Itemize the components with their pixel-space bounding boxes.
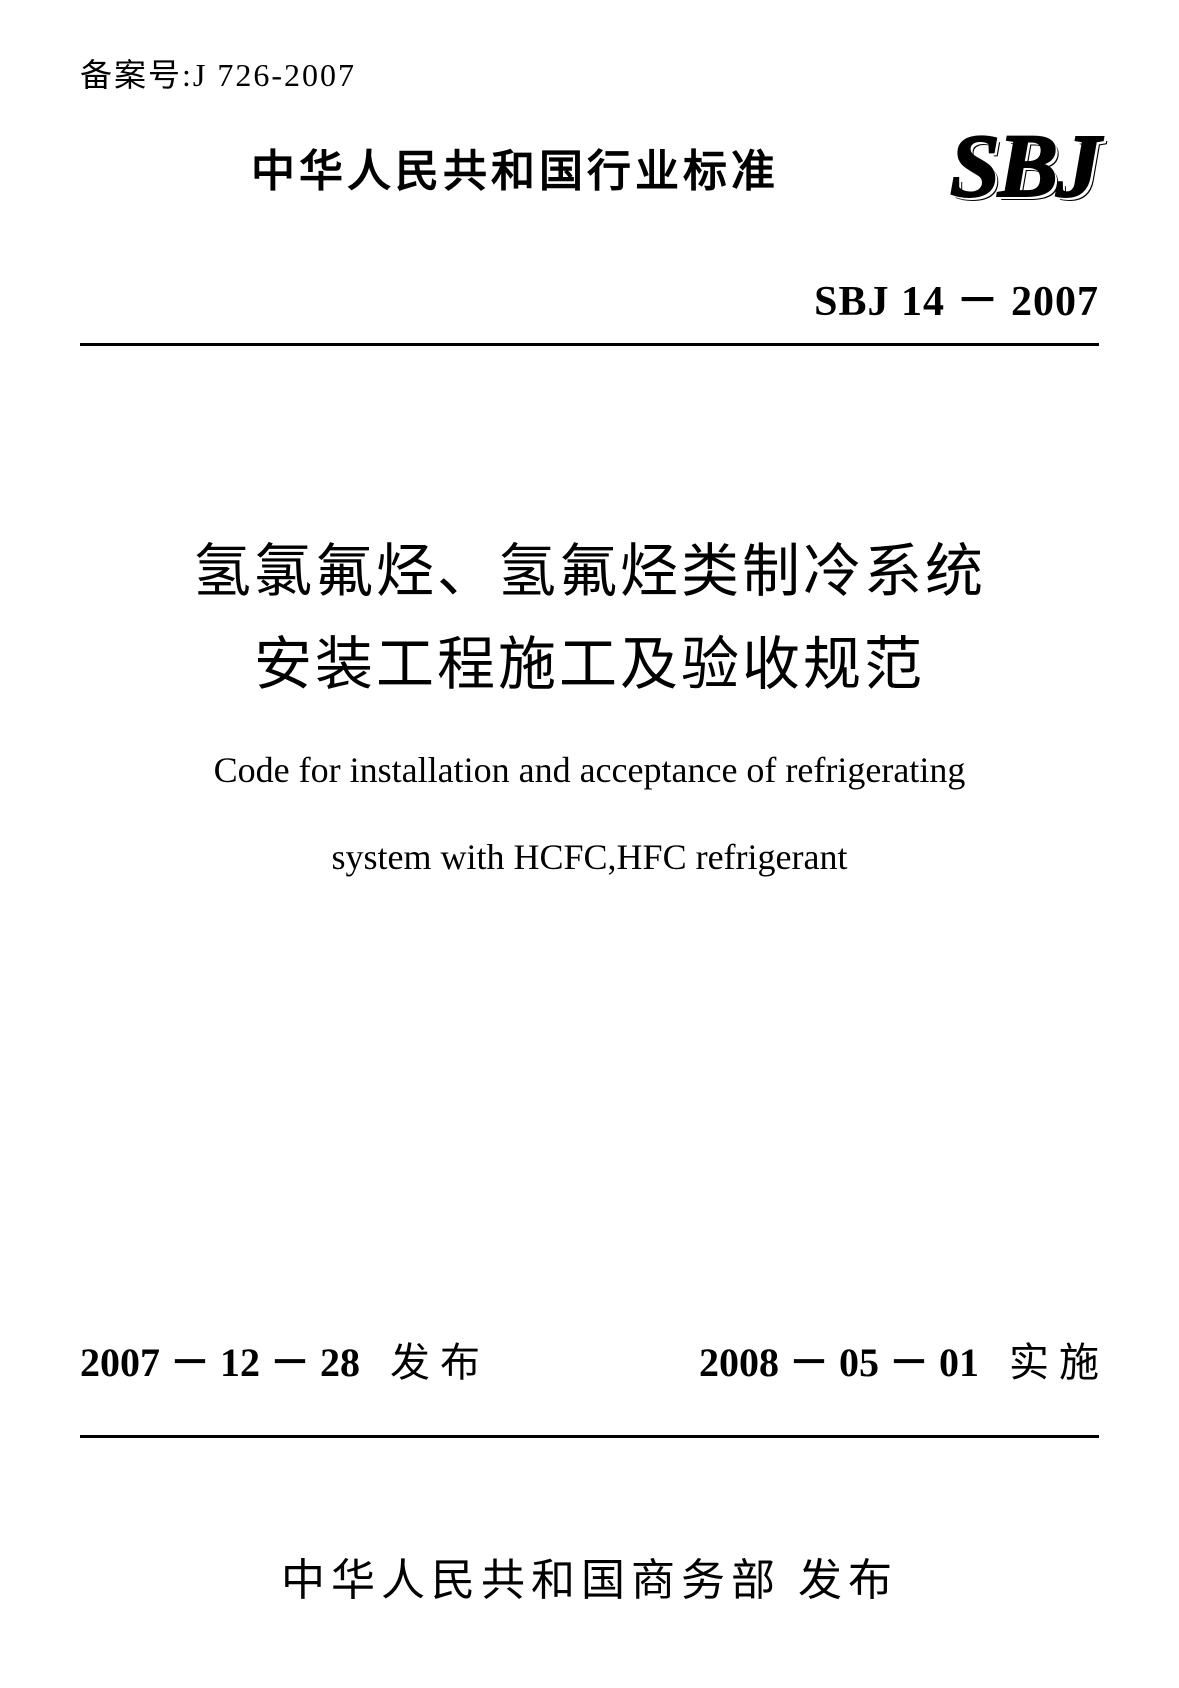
standard-code: SBJ 14 － 2007 bbox=[80, 267, 1099, 328]
issue-date: 2007 － 12 － 28 bbox=[80, 1340, 360, 1385]
effective-date-block: 2008 － 05 － 01 实 施 bbox=[699, 1330, 1099, 1388]
top-divider bbox=[80, 343, 1099, 346]
effective-date: 2008 － 05 － 01 bbox=[699, 1340, 979, 1385]
filing-number: 备案号:J 726-2007 bbox=[80, 50, 1099, 96]
title-chinese-line2: 安装工程施工及验收规范 bbox=[80, 619, 1099, 712]
title-english-line2: system with HCFC,HFC refrigerant bbox=[80, 829, 1099, 887]
bottom-divider bbox=[80, 1435, 1099, 1438]
effective-label: 实 施 bbox=[1009, 1340, 1099, 1385]
country-standard-label: 中华人民共和国行业标准 bbox=[80, 135, 950, 199]
issue-label: 发 布 bbox=[390, 1340, 480, 1385]
header-row: 中华人民共和国行业标准 SBJ bbox=[80, 126, 1099, 207]
sbj-logo: SBJ bbox=[950, 126, 1099, 207]
date-row: 2007 － 12 － 28 发 布 2008 － 05 － 01 实 施 bbox=[80, 1330, 1099, 1388]
title-section: 氢氯氟烃、氢氟烃类制冷系统 安装工程施工及验收规范 Code for insta… bbox=[80, 526, 1099, 887]
publisher: 中华人民共和国商务部 发布 bbox=[0, 1544, 1179, 1608]
title-english-line1: Code for installation and acceptance of … bbox=[80, 742, 1099, 800]
issue-date-block: 2007 － 12 － 28 发 布 bbox=[80, 1330, 480, 1388]
title-chinese-line1: 氢氯氟烃、氢氟烃类制冷系统 bbox=[80, 526, 1099, 619]
